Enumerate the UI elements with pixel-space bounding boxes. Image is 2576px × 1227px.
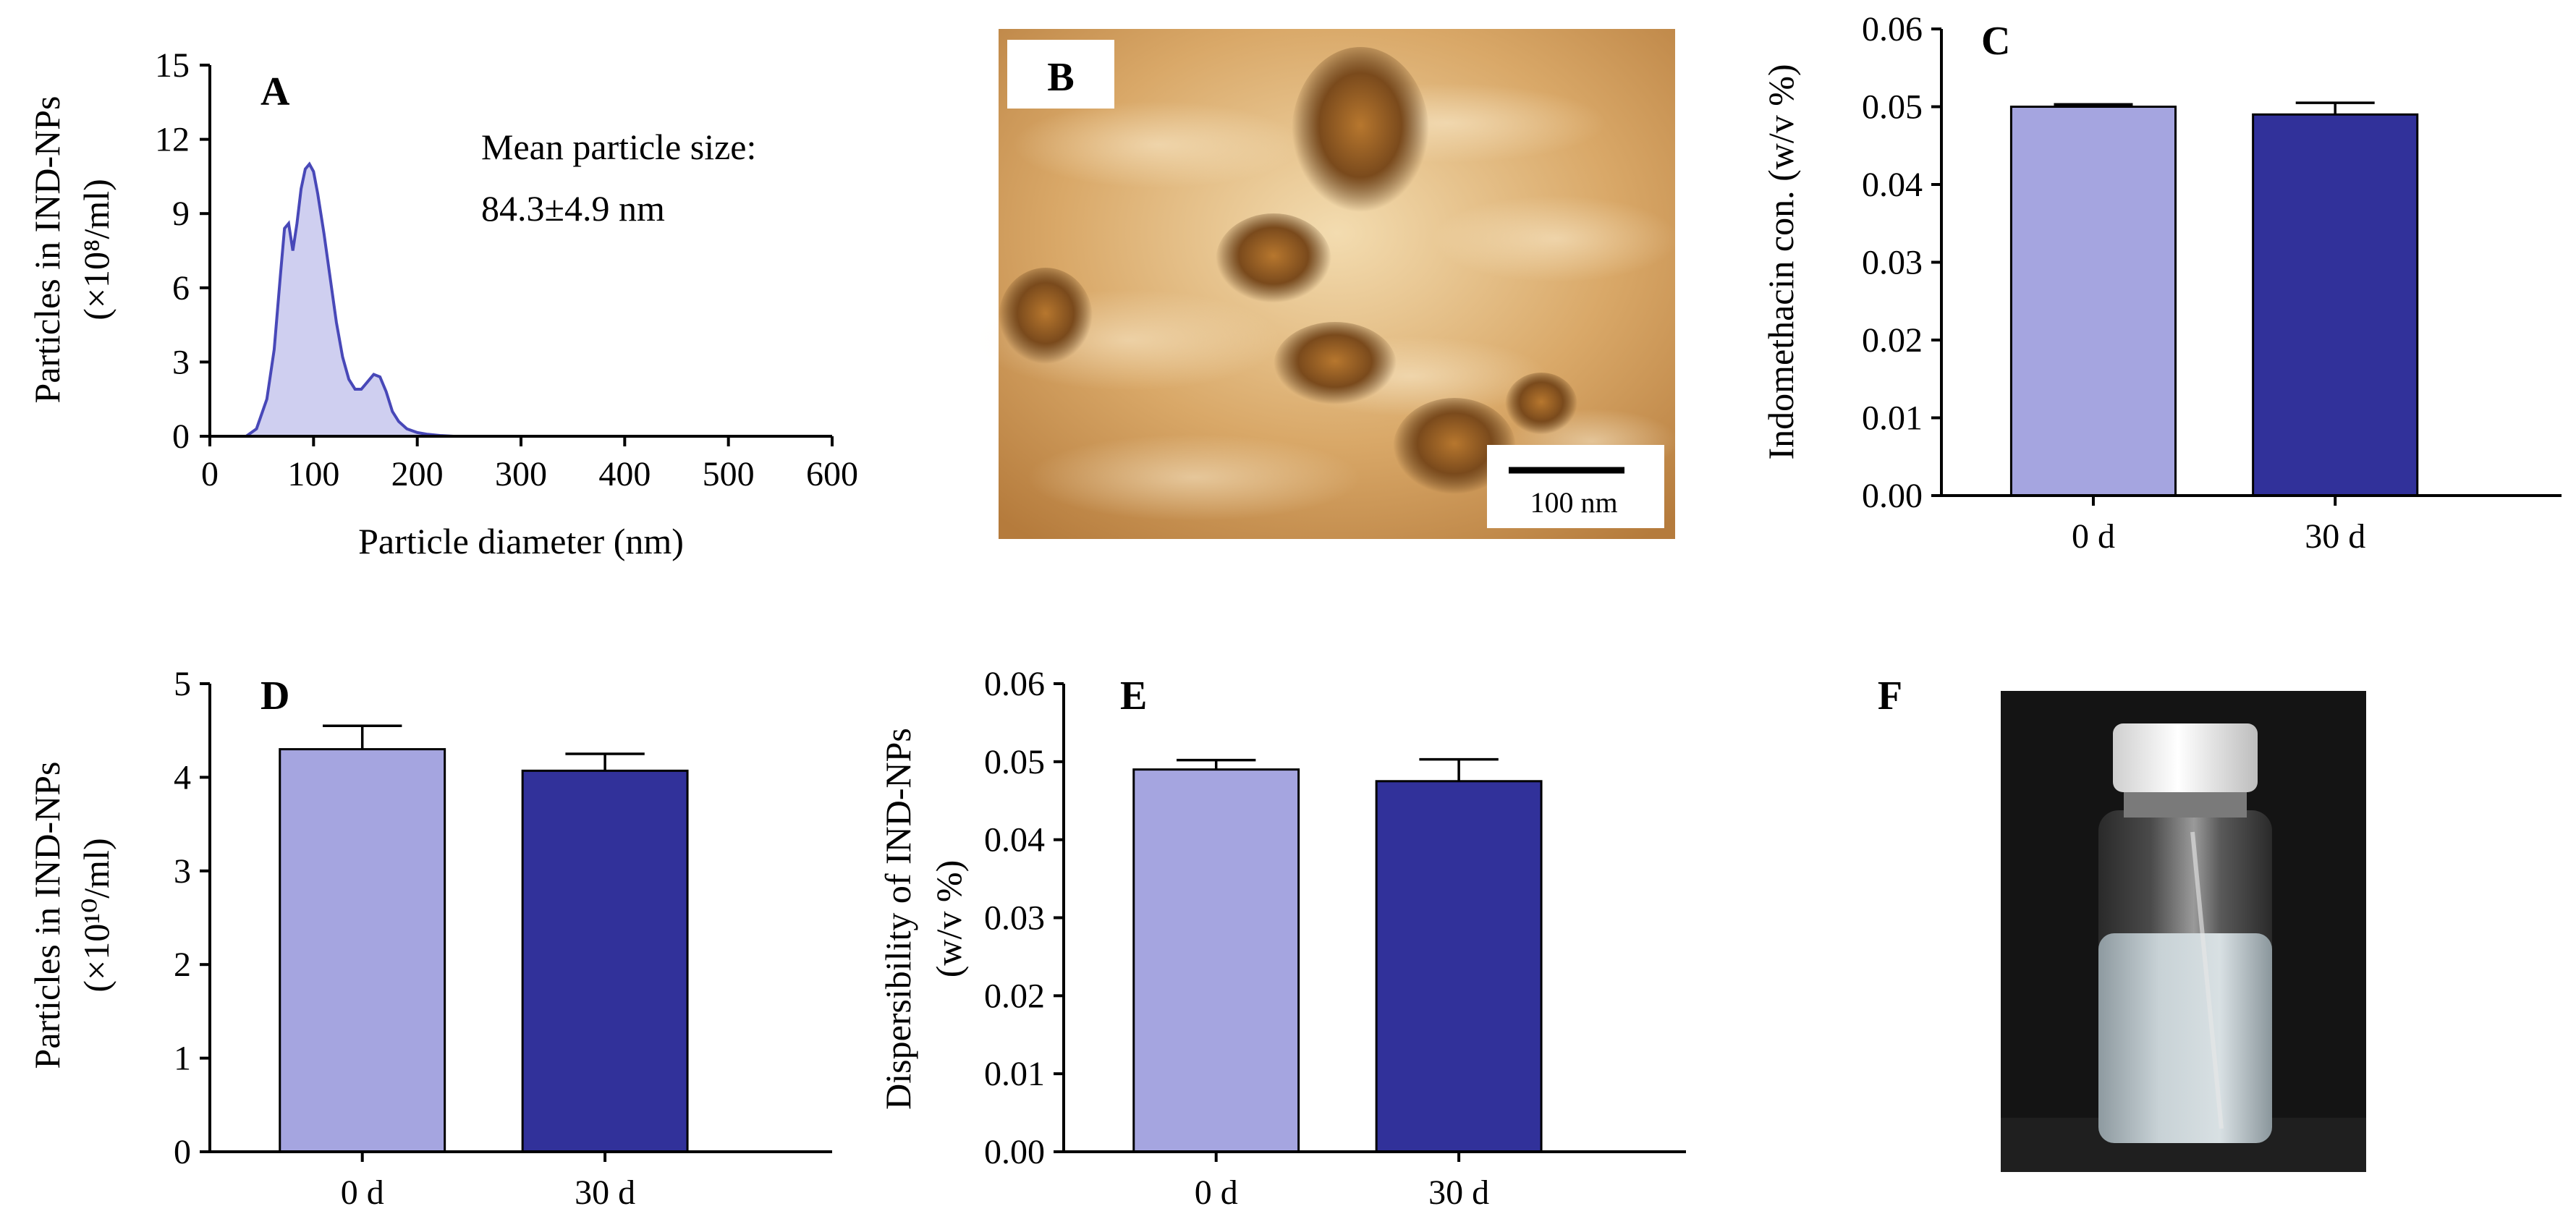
y-tick-label: 0.00 — [1862, 477, 1923, 515]
y-tick-label: 1 — [174, 1040, 191, 1078]
bar-group — [279, 724, 689, 1153]
x-tick-label: 0 d — [341, 1173, 384, 1212]
bar-group — [2009, 101, 2419, 497]
y-tick-label: 0.06 — [984, 665, 1045, 703]
x-tick-group: 0 100 200 300 400 500 600 — [201, 436, 858, 493]
y-tick-label: 3 — [174, 852, 191, 891]
y-tick-label: 0.01 — [1862, 399, 1923, 438]
size-distribution-curve — [245, 161, 454, 438]
scale-bar-box — [1487, 445, 1664, 528]
y-tick-label: 4 — [174, 758, 191, 797]
y-tick-label: 0.04 — [984, 821, 1045, 859]
y-tick-label: 0.04 — [1862, 166, 1923, 204]
y-axis-label-line2: (w/v %) — [928, 860, 969, 977]
y-axis-label: Indomethacin con. (w/v %) — [1761, 64, 1801, 459]
y-tick-label: 0.00 — [984, 1133, 1045, 1171]
x-tick-label: 400 — [598, 455, 651, 493]
x-tick-label: 100 — [287, 455, 339, 493]
panel-letter: D — [260, 674, 289, 718]
vial-reflection — [2190, 831, 2224, 1129]
y-tick-label: 2 — [174, 946, 191, 984]
x-tick-label: 30 d — [1428, 1173, 1489, 1212]
x-tick-label: 30 d — [2305, 517, 2365, 556]
size-distribution-area — [246, 164, 454, 437]
bar — [2009, 106, 2177, 497]
x-tick-group: 0 d 30 d — [1195, 1152, 1489, 1212]
x-tick-label: 0 d — [2072, 517, 2115, 556]
x-tick-label: 500 — [703, 455, 755, 493]
y-tick-group: 0.00 0.01 0.02 0.03 0.04 0.05 0.06 — [984, 665, 1064, 1171]
y-tick-label: 0.03 — [984, 899, 1045, 938]
panel-c-indomethacin-concentration: 0.00 0.01 0.02 0.03 0.04 0.05 0.06 0 d 30 d C I… — [1761, 10, 2562, 556]
panel-d-particle-count: 0 1 2 3 4 5 0 d 30 d D Particles in IND-NPs (×… — [27, 665, 832, 1212]
scale-bar-label: 100 nm — [1530, 486, 1617, 519]
vial-liquid — [2098, 933, 2272, 1143]
y-tick-label: 6 — [172, 269, 190, 307]
mean-size-annotation-line1: Mean particle size: — [481, 127, 756, 167]
x-tick-group: 0 d 30 d — [2072, 496, 2365, 556]
panel-letter: C — [1981, 19, 2010, 64]
bar — [2252, 113, 2419, 497]
x-tick-label: 300 — [495, 455, 547, 493]
panel-f-vial-photo: F — [1878, 674, 2366, 1172]
y-axis-label-line2: (×10¹⁰/ml) — [76, 838, 116, 992]
panel-e-dispersibility: 0.00 0.01 0.02 0.03 0.04 0.05 0.06 0 d 30 d E D… — [878, 665, 1686, 1212]
y-tick-label: 0.02 — [984, 977, 1045, 1015]
afm-particles — [999, 47, 1577, 499]
y-tick-label: 0.01 — [984, 1055, 1045, 1093]
panel-b-afm-image: B 100 nm — [977, 29, 1679, 539]
y-tick-label: 0 — [172, 417, 190, 456]
panel-letter: A — [260, 69, 290, 114]
bar-group — [1132, 757, 1543, 1153]
y-tick-group: 0 3 6 9 12 15 — [155, 46, 210, 456]
y-tick-label: 12 — [155, 121, 190, 159]
x-tick-label: 600 — [806, 455, 858, 493]
y-tick-label: 0.05 — [984, 743, 1045, 781]
y-tick-label: 15 — [155, 46, 190, 85]
x-tick-label: 0 — [201, 455, 219, 493]
bar — [279, 748, 446, 1153]
x-tick-group: 0 d 30 d — [341, 1152, 635, 1212]
panel-letter: B — [1047, 55, 1074, 100]
bar — [521, 769, 689, 1153]
y-tick-label: 0.02 — [1862, 321, 1923, 360]
y-tick-label: 0.03 — [1862, 244, 1923, 282]
bar — [1375, 780, 1543, 1153]
panel-letter: E — [1120, 674, 1147, 718]
y-axis-label-line1: Particles in IND-NPs — [27, 96, 67, 404]
y-tick-group: 0.00 0.01 0.02 0.03 0.04 0.05 0.06 — [1862, 10, 1941, 515]
y-axis-label-line1: Particles in IND-NPs — [27, 762, 67, 1069]
mean-size-annotation-line2: 84.3±4.9 nm — [481, 188, 665, 229]
y-tick-label: 3 — [172, 343, 190, 381]
x-tick-label: 200 — [391, 455, 444, 493]
y-tick-label: 0.06 — [1862, 10, 1923, 48]
panel-letter: F — [1878, 674, 1902, 718]
x-tick-label: 30 d — [575, 1173, 635, 1212]
bar — [1132, 768, 1300, 1153]
vial-cap — [2113, 723, 2258, 792]
y-tick-group: 0 1 2 3 4 5 — [174, 665, 210, 1171]
y-tick-label: 9 — [172, 195, 190, 233]
y-axis-label-line2: (×10⁸/ml) — [76, 179, 116, 320]
y-axis-label-line1: Dispersibility of IND-NPs — [878, 728, 918, 1110]
y-tick-label: 0 — [174, 1133, 191, 1171]
y-tick-label: 0.05 — [1862, 88, 1923, 127]
panel-a-size-distribution: 0 100 200 300 400 500 600 0 3 6 9 12 15 A Mean part… — [27, 46, 858, 561]
x-axis-label: Particle diameter (nm) — [358, 521, 684, 561]
x-tick-label: 0 d — [1195, 1173, 1238, 1212]
y-tick-label: 5 — [174, 665, 191, 703]
panel-letter-box — [1007, 40, 1114, 109]
